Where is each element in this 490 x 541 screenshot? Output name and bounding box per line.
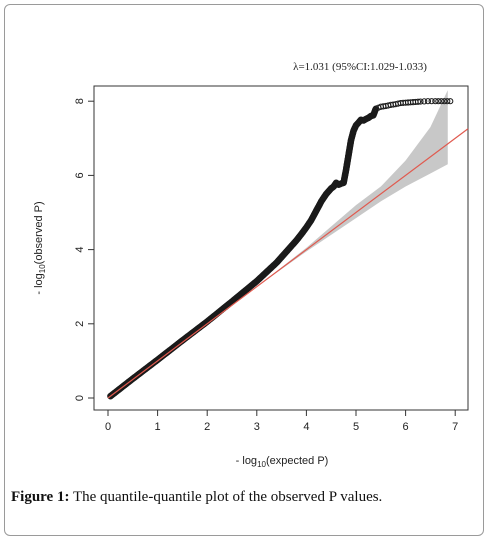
y-tick-label: 4 (74, 247, 86, 253)
x-tick-label: 2 (204, 421, 210, 433)
data-point (432, 98, 439, 105)
qq-plot: 0 1 2 3 4 5 6 7 0 2 4 6 8 λ=1.031 (95%CI:1.029-1.033)… (33, 61, 469, 469)
x-axis-title: - log10(expected P) (236, 455, 329, 469)
x-tick-label: 1 (155, 421, 161, 433)
observed-points (107, 98, 454, 400)
data-point (414, 98, 422, 105)
x-tick-label: 0 (105, 421, 111, 433)
x-tick-label: 6 (403, 421, 409, 433)
x-tick-label: 7 (452, 421, 458, 433)
data-point (444, 98, 451, 105)
data-point (435, 98, 442, 105)
y-axis-title: - log10(observed P) (33, 201, 47, 294)
figure-caption: Figure 1: The quantile-quantile plot of … (11, 489, 481, 506)
y-tick-label: 0 (74, 395, 86, 401)
x-tick-label: 3 (254, 421, 260, 433)
y-tick-label: 6 (74, 172, 86, 178)
caption-label: Figure 1: (11, 489, 70, 505)
x-tick-label: 4 (303, 421, 309, 433)
data-point (438, 98, 445, 105)
plot-box (93, 85, 469, 411)
data-point (421, 98, 428, 105)
data-point (428, 98, 435, 105)
data-point (424, 98, 432, 105)
data-point (447, 98, 454, 105)
y-tick-label: 8 (74, 98, 86, 104)
caption-text: The quantile-quantile plot of the observ… (69, 489, 383, 505)
reference-line (107, 128, 469, 399)
y-tick-label: 2 (74, 321, 86, 327)
figure-frame (4, 4, 484, 536)
data-point (441, 98, 448, 105)
x-tick-label: 5 (353, 421, 359, 433)
data-point (417, 98, 424, 105)
lambda-annotation: λ=1.031 (95%CI:1.029-1.033) (293, 61, 427, 73)
